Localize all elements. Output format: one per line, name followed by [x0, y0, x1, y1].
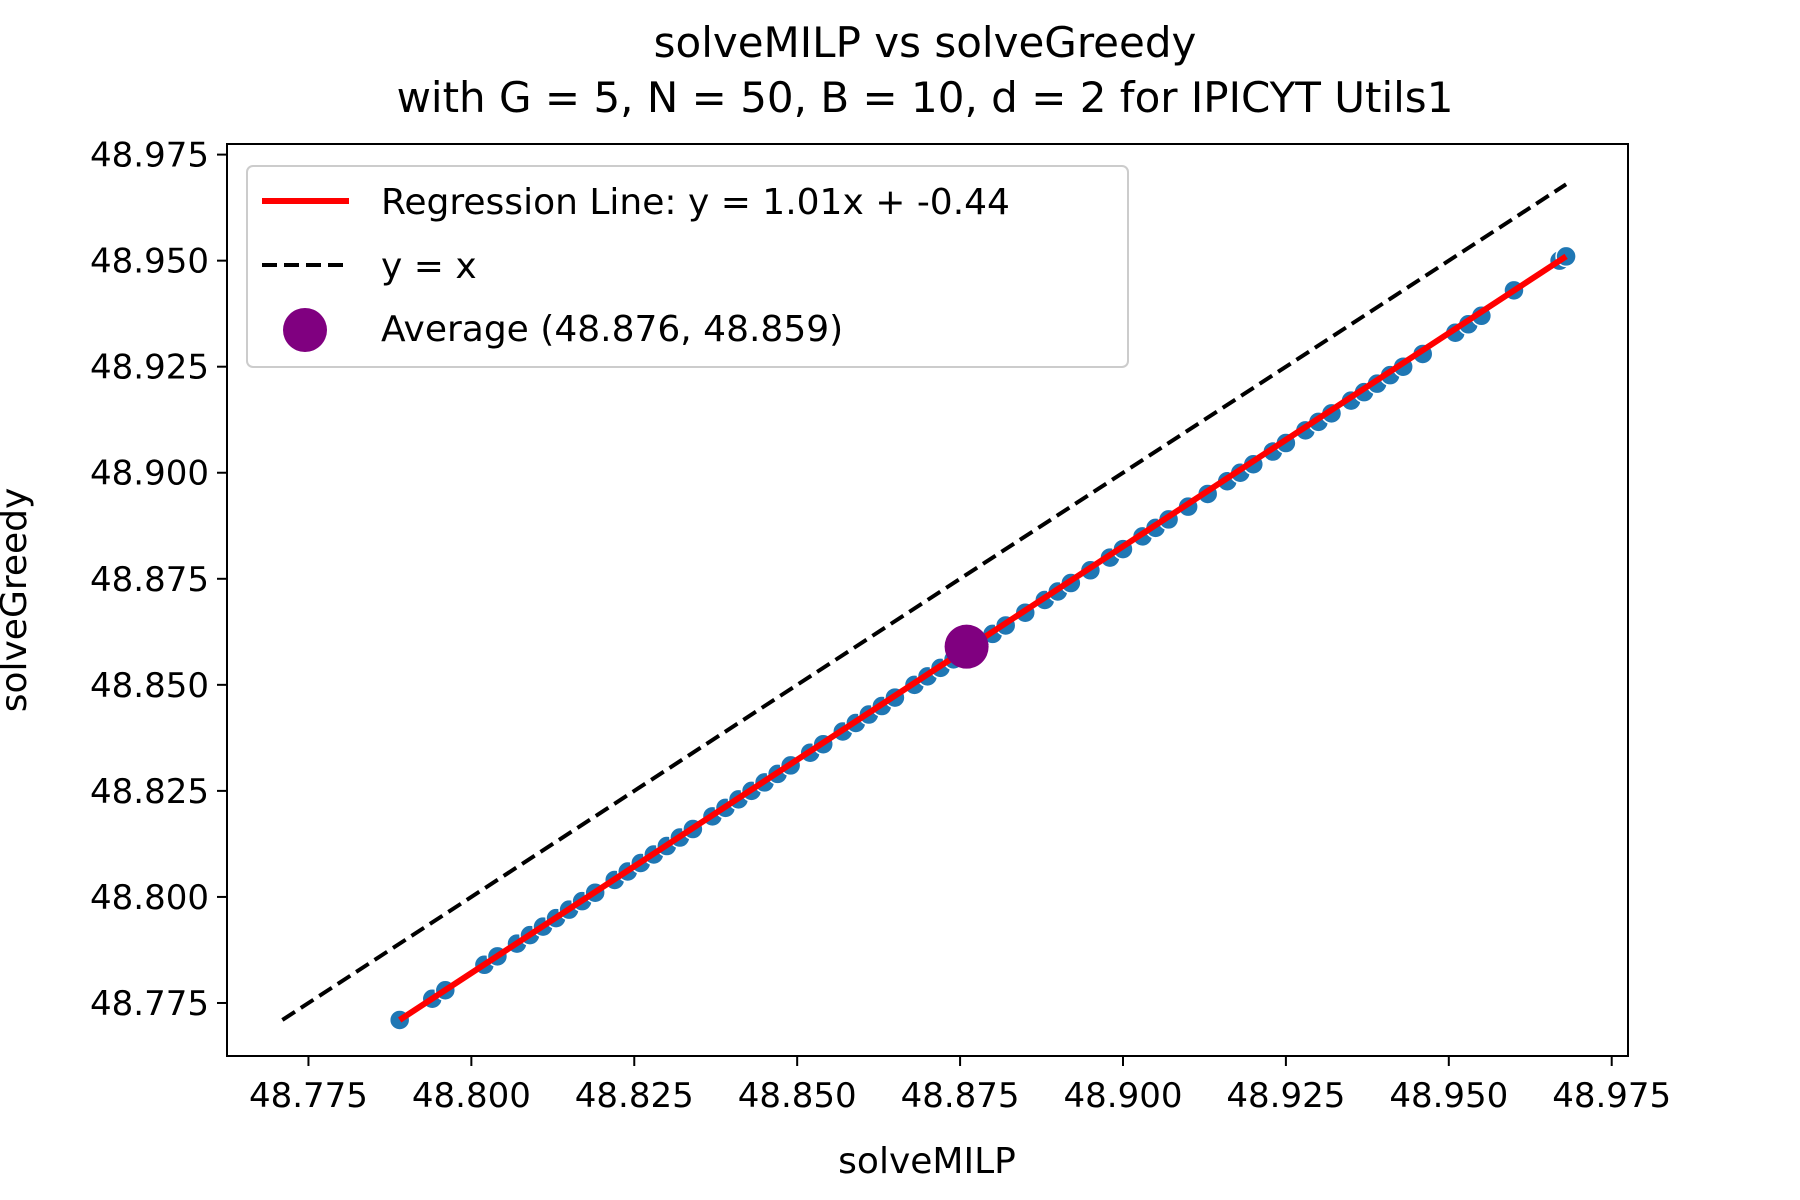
x-axis-label: solveMILP	[838, 1141, 1016, 1182]
legend-regression-label: Regression Line: y = 1.01x + -0.44	[381, 182, 1010, 223]
y-tick-label: 48.900	[90, 454, 209, 494]
legend-average-label: Average (48.876, 48.859)	[381, 309, 843, 350]
x-tick-label: 48.800	[412, 1076, 531, 1116]
y-tick-label: 48.825	[90, 772, 209, 812]
x-tick-label: 48.975	[1552, 1076, 1671, 1116]
chart-title: solveMILP vs solveGreedy	[654, 18, 1197, 67]
y-tick-label: 48.975	[90, 136, 209, 176]
x-tick-label: 48.925	[1226, 1076, 1345, 1116]
y-tick-label: 48.950	[90, 242, 209, 282]
legend: Regression Line: y = 1.01x + -0.44 y = x…	[246, 165, 1129, 368]
y-tick-label: 48.875	[90, 560, 209, 600]
identity-line	[281, 182, 1568, 1022]
x-tick-label: 48.875	[901, 1076, 1020, 1116]
legend-average-marker	[283, 308, 327, 352]
x-tick-label: 48.825	[575, 1076, 694, 1116]
y-tick-label: 48.800	[90, 878, 209, 918]
axes-frame	[226, 143, 1629, 1057]
y-tick-label: 48.850	[90, 666, 209, 706]
x-axis-ticks: 48.775 48.800 48.825 48.850 48.875 48.900 48.9…	[249, 1056, 1671, 1116]
chart-subtitle: with G = 5, N = 50, B = 10, d = 2 for IP…	[397, 73, 1454, 122]
average-point	[944, 624, 989, 669]
y-tick-label: 48.925	[90, 348, 209, 388]
x-tick-label: 48.850	[738, 1076, 857, 1116]
legend-box	[246, 165, 1129, 368]
x-tick-label: 48.775	[249, 1076, 368, 1116]
x-tick-label: 48.900	[1064, 1076, 1183, 1116]
plot-area	[281, 182, 1577, 1031]
x-tick-label: 48.950	[1389, 1076, 1508, 1116]
y-axis-ticks: 48.775 48.800 48.825 48.850 48.875 48.900 48.9…	[90, 136, 227, 1024]
y-tick-label: 48.775	[90, 984, 209, 1024]
legend-identity-label: y = x	[381, 246, 477, 287]
y-axis-label: solveGreedy	[0, 488, 35, 713]
